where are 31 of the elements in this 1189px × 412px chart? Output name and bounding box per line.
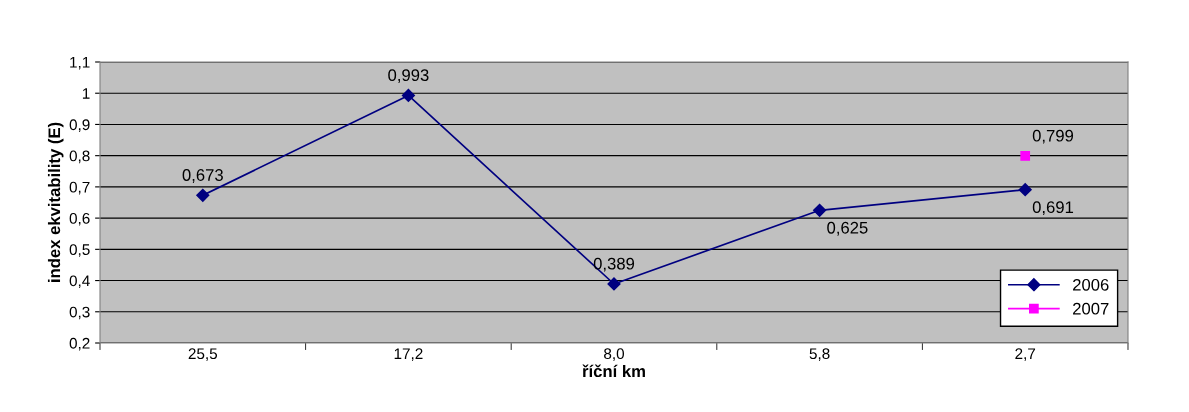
y-tick-label: 1 [82, 88, 90, 99]
x-tick-label: 25,5 [188, 348, 218, 361]
y-tick-label: 0,2 [69, 337, 90, 351]
point [401, 88, 415, 102]
point [196, 188, 210, 202]
data-label: 0,799 [1032, 129, 1074, 144]
point [1018, 183, 1032, 197]
point [1020, 151, 1031, 161]
data-label: 0,625 [827, 221, 868, 236]
y-tick-label: 0,4 [69, 275, 90, 289]
point [607, 277, 621, 291]
y-tick-label: 1,1 [70, 57, 90, 70]
data-label: 0,993 [388, 69, 429, 83]
x-tick-label: 17,2 [394, 348, 423, 361]
point [813, 203, 827, 217]
y-tick-label: 0,3 [69, 306, 90, 320]
x-tick-label: 2,7 [1015, 348, 1036, 361]
legend-label: 2007 [1073, 302, 1109, 315]
x-axis-title: říční km [582, 364, 645, 378]
data-label: 0,691 [1032, 201, 1074, 216]
y-tick-label: 0,6 [69, 212, 90, 226]
data-label: 0,673 [182, 169, 223, 183]
data-label: 0,389 [593, 257, 635, 272]
y-tick-label: 0,8 [69, 150, 90, 164]
y-tick-label: 0,5 [69, 244, 90, 257]
legend-label: 2006 [1073, 278, 1109, 291]
x-tick-label: 8,0 [604, 348, 625, 361]
y-tick-label: 0,7 [69, 181, 90, 195]
y-tick-label: 0,9 [69, 119, 90, 132]
x-tick-label: 5,8 [809, 348, 830, 361]
y-axis-title: index ekvitability (E) [47, 122, 64, 282]
